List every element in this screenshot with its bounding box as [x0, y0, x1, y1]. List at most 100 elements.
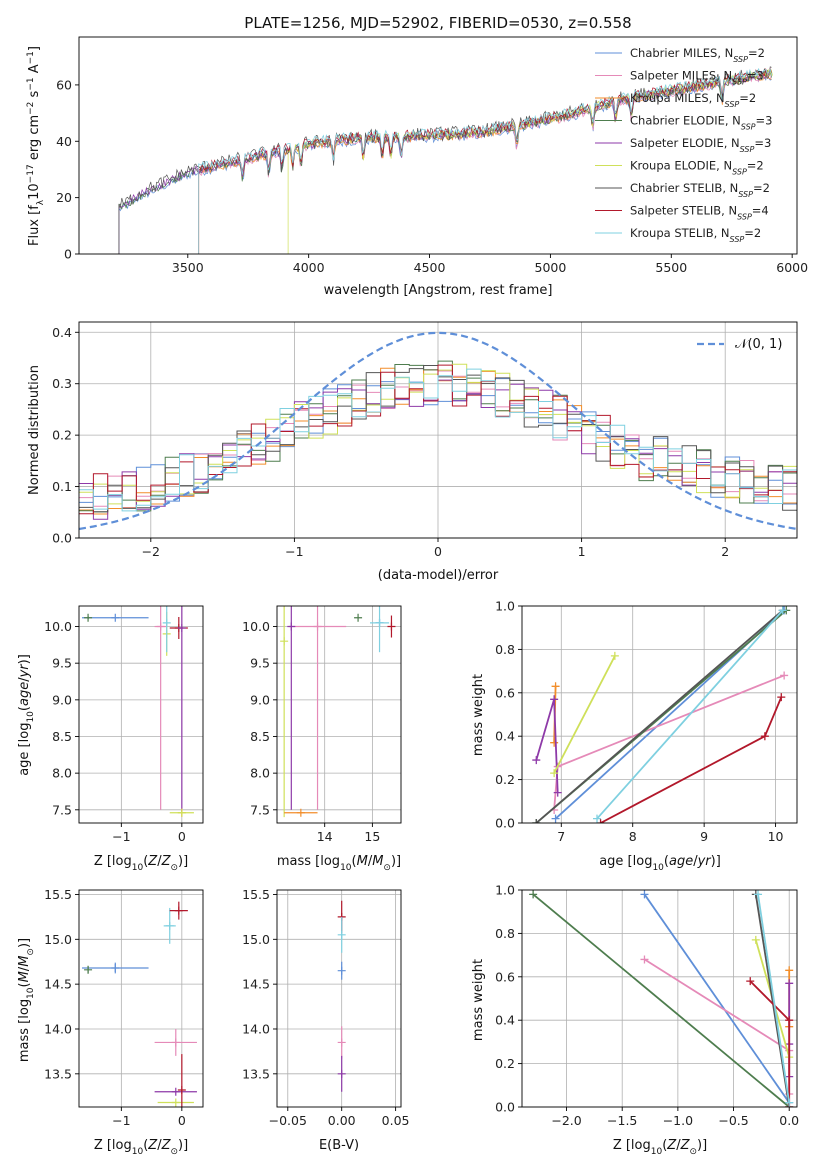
mass_vs_Z-ytick-label: 15.5 — [44, 887, 72, 902]
weight_vs_age-series-point — [550, 695, 559, 704]
age_vs_Z-point — [177, 623, 186, 632]
age_vs_mass-point — [375, 618, 384, 627]
spectrum-legend-label: Chabrier ELODIE, NSSP=3 — [630, 114, 772, 132]
weight_vs_age-series-point — [550, 738, 559, 747]
age_vs_mass-frame — [276, 605, 402, 824]
wZ-xlabel: Z [log10(Z/Z⊙)] — [613, 1138, 707, 1157]
weight_vs_Z-series-line — [532, 893, 790, 1107]
mass_vs_ebv-xtick-label: −0.05 — [269, 1113, 307, 1128]
weight_vs_age-xtick-label: 8 — [629, 829, 637, 844]
weight_vs_age-ytick-label: 0.2 — [495, 772, 515, 787]
age_vs_mass-point — [387, 622, 396, 631]
mass_vs_Z-frame — [78, 889, 204, 1108]
weight_vs_Z-series-point — [529, 890, 538, 899]
weight_vs_Z-xtick-label: −1.5 — [607, 1113, 637, 1128]
mass_vs_Z-point — [171, 1038, 180, 1047]
spectrum-xlabel: wavelength [Angstrom, rest frame] — [324, 283, 553, 298]
age_vs_Z-point — [111, 613, 120, 622]
spectrum-xtick-label: 5000 — [535, 260, 567, 275]
mass_vs_Z-xtick-label: −1 — [112, 1113, 130, 1128]
mass_vs_Z-point — [111, 964, 120, 973]
age_vs_mass-point — [354, 613, 363, 622]
mass-vs-metallicity-panel: Z [log10(Z/Z⊙)] mass [log10(M/M⊙)] −1 0 13… — [17, 887, 204, 1157]
spectrum-ytick-label: 20 — [56, 190, 72, 205]
spectrum-frame — [78, 36, 798, 255]
weight_vs_age-series-line — [535, 609, 784, 823]
age_vs_Z-point — [162, 618, 171, 627]
age_vs_mass-xtick-label: 14 — [317, 829, 333, 844]
mass_vs_ebv-ytick-label: 14.5 — [242, 977, 270, 992]
mass_vs_ebv-ytick-label: 13.5 — [242, 1066, 270, 1081]
ageM-xlabel: mass [log10(M/M⊙)] — [277, 854, 401, 873]
weight-vs-age-panel: age [log10(age/yr)] mass weight 7 8 9 10 0.0… — [471, 599, 798, 873]
weight_vs_Z-ytick-label: 0.2 — [495, 1056, 515, 1071]
residuals-xtick-label: −2 — [142, 544, 160, 559]
residuals-ytick-label: 0.3 — [52, 376, 72, 391]
residuals-xtick-label: −1 — [285, 544, 303, 559]
age_vs_Z-plot-area — [82, 606, 194, 817]
residuals-frame — [78, 321, 798, 539]
residuals-ylabel: Normed distribution — [27, 365, 42, 495]
age-vs-mass-panel: mass [log10(M/M⊙)] 14 15 7.5 8.0 8.5 9.0 9.5 10… — [242, 605, 402, 873]
residuals-xtick-label: 1 — [578, 544, 586, 559]
weight_vs_age-series-point — [760, 732, 769, 741]
mass-vs-ebv-panel: E(B-V) −0.05 0.00 0.05 13.5 14.0 14.5 15.0 15.5 — [242, 887, 409, 1153]
weight_vs_Z-xtick-label: −0.5 — [718, 1113, 748, 1128]
weight_vs_age-ytick-label: 0.8 — [495, 642, 515, 657]
age_vs_mass-ytick-label: 7.5 — [250, 802, 270, 817]
ageZ-xlabel: Z [log10(Z/Z⊙)] — [94, 854, 188, 873]
weight_vs_age-series-point — [551, 814, 560, 823]
wZ-ylabel: mass weight — [471, 959, 486, 1041]
residual-hist-kroupa-stelib — [79, 368, 797, 512]
mE-xlabel: E(B-V) — [319, 1138, 359, 1153]
spectrum-xtick-label: 3500 — [172, 260, 204, 275]
weight_vs_age-series-point — [550, 769, 559, 778]
age_vs_mass-point — [280, 637, 289, 646]
weight_vs_age-ytick-label: 0.0 — [495, 816, 515, 831]
age_vs_Z-xtick-label: 0 — [178, 829, 186, 844]
age_vs_Z-point — [177, 808, 186, 817]
weight_vs_Z-series-point — [785, 1098, 794, 1107]
weight_vs_Z-series-point — [785, 966, 794, 975]
weight_vs_Z-series-point — [640, 955, 649, 964]
age_vs_mass-point — [296, 808, 305, 817]
mass_vs_ebv-point — [337, 1038, 346, 1047]
mass_vs_ebv-point — [337, 1069, 346, 1078]
weight_vs_Z-xtick-label: −2.0 — [551, 1113, 581, 1128]
reference-legend-label: 𝒩(0, 1) — [735, 337, 782, 352]
age_vs_Z-ytick-label: 9.5 — [52, 656, 72, 671]
weight_vs_Z-series-point — [785, 1016, 794, 1025]
weight_vs_age-ytick-label: 0.6 — [495, 685, 515, 700]
weight_vs_Z-series-point — [751, 935, 760, 944]
spectrum-xtick-label: 6000 — [776, 260, 808, 275]
spectrum-legend-label: Kroupa STELIB, NSSP=2 — [630, 226, 761, 244]
weight_vs_Z-plot-area — [529, 890, 794, 1107]
mass_vs_Z-ytick-label: 13.5 — [44, 1066, 72, 1081]
mass_vs_Z-point — [84, 965, 93, 974]
weight_vs_Z-ytick-label: 0.0 — [495, 1100, 515, 1115]
spectrum-ytick-label: 40 — [56, 134, 72, 149]
spectrum-ytick-label: 60 — [56, 77, 72, 92]
spectrum-legend-label: Salpeter STELIB, NSSP=4 — [630, 204, 769, 222]
spectrum-line-kroupa-stelib — [198, 68, 772, 254]
mass_vs_ebv-point — [337, 966, 346, 975]
weight_vs_age-series-point — [780, 671, 789, 680]
weight_vs_Z-series-point — [754, 890, 763, 899]
mass_vs_Z-xtick-label: 0 — [178, 1113, 186, 1128]
spectrum-xtick-label: 4000 — [293, 260, 325, 275]
mass_vs_Z-plot-area — [82, 901, 197, 1107]
weight_vs_age-series-point — [532, 819, 541, 823]
spectrum-xtick-label: 4500 — [414, 260, 446, 275]
age_vs_mass-ytick-label: 10.0 — [242, 619, 270, 634]
spectrum-legend-label: Kroupa ELODIE, NSSP=2 — [630, 159, 764, 177]
age_vs_mass-plot-area — [280, 606, 396, 818]
age_vs_Z-ytick-label: 7.5 — [52, 802, 72, 817]
spectrum-legend-label: Chabrier MILES, NSSP=2 — [630, 46, 765, 64]
mass_vs_Z-ytick-label: 14.0 — [44, 1021, 72, 1036]
age_vs_Z-ytick-label: 8.5 — [52, 729, 72, 744]
weight_vs_age-xtick-label: 9 — [700, 829, 708, 844]
weight_vs_Z-series-line — [757, 894, 791, 1103]
mass_vs_ebv-plot-area — [337, 900, 346, 1092]
weight_vs_age-plot-area — [532, 606, 791, 823]
